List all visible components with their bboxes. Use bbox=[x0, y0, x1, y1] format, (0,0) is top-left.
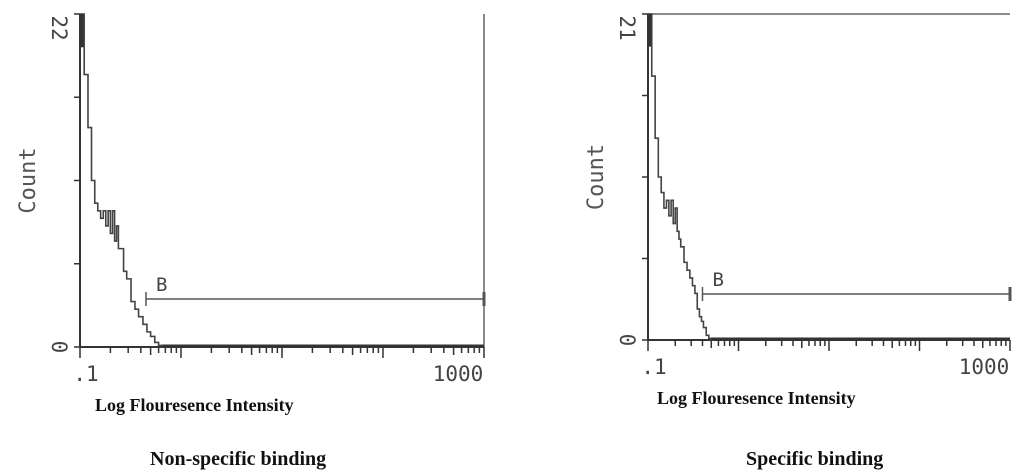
y-axis-label: Count bbox=[16, 147, 41, 213]
histogram-trace bbox=[648, 13, 715, 341]
histogram-trace bbox=[80, 13, 166, 348]
y-tick-label-min: 0 bbox=[47, 341, 71, 354]
histogram-panel-specific: 0 21 Count .1 1000 Log Flouresence Intensity B bbox=[560, 0, 1012, 420]
y-tick-label-max: 21 bbox=[615, 15, 639, 40]
x-axis-label: Log Flouresence Intensity bbox=[657, 388, 856, 408]
y-tick-label-min: 0 bbox=[615, 334, 639, 347]
x-tick-label-min: .1 bbox=[641, 355, 666, 379]
x-tick-label-min: .1 bbox=[73, 362, 98, 386]
histogram-nonspecific: 0 22 Count .1 1000 Log Flouresence Intensity B bbox=[16, 13, 486, 415]
caption-nonspecific: Non-specific binding bbox=[150, 448, 327, 470]
caption-specific: Specific binding bbox=[746, 448, 884, 470]
histogram-panel-nonspecific: 0 22 Count .1 1000 Log Flouresence Intensity B bbox=[0, 0, 500, 420]
gate-label: B bbox=[712, 269, 723, 291]
gate-label: B bbox=[156, 274, 167, 296]
histogram-specific: 0 21 Count .1 1000 Log Flouresence Intensity B bbox=[584, 13, 1012, 408]
y-tick-label-max: 22 bbox=[47, 15, 71, 40]
x-tick-label-max: 1000 bbox=[959, 355, 1010, 379]
x-axis-label: Log Flouresence Intensity bbox=[95, 395, 294, 415]
y-axis-label: Count bbox=[584, 144, 609, 210]
x-tick-label-max: 1000 bbox=[433, 362, 484, 386]
